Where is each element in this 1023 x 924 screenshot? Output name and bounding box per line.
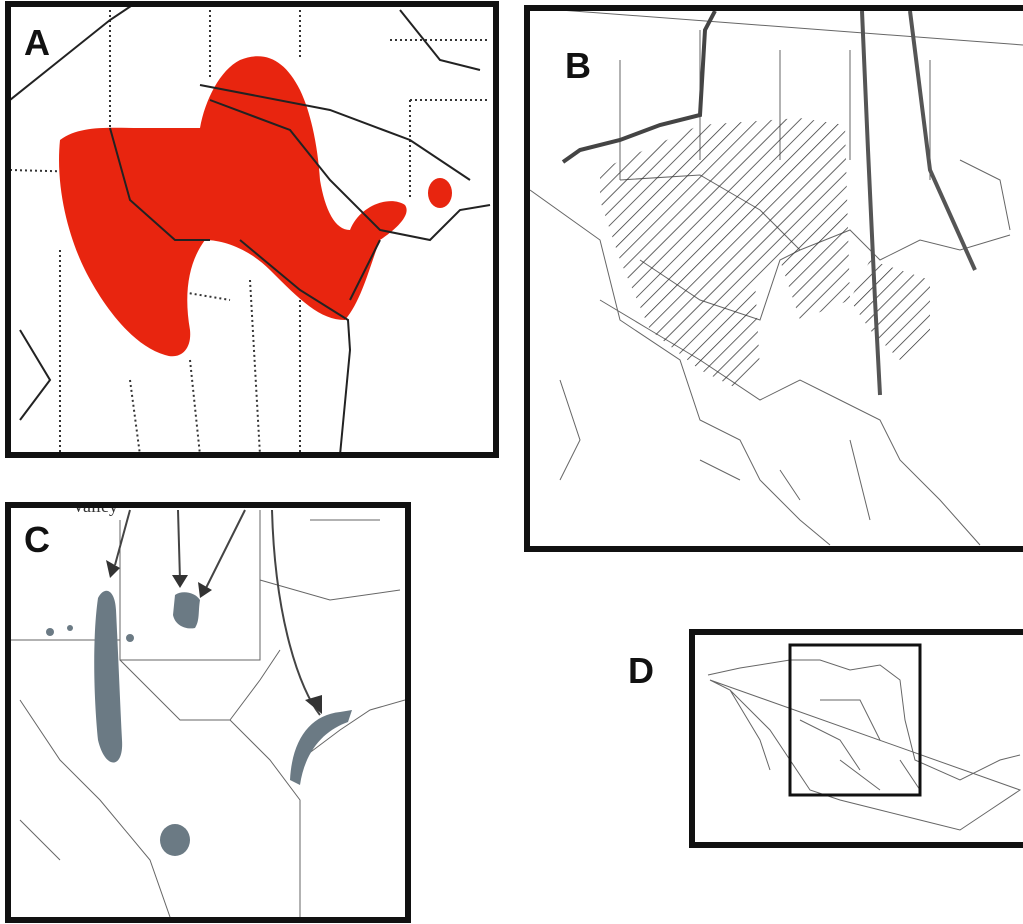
panel-label: D xyxy=(628,650,654,691)
panel-d: D xyxy=(628,632,1023,845)
frame xyxy=(692,632,1023,845)
figure: A B Valley C D xyxy=(0,0,1023,924)
panel-c: Valley C xyxy=(8,496,408,920)
frame xyxy=(527,8,1023,549)
panel-a: A xyxy=(8,0,496,455)
panel-label: B xyxy=(565,45,591,86)
range-area xyxy=(160,824,190,856)
panel-label: C xyxy=(24,519,50,560)
range-area xyxy=(428,178,452,208)
panel-label: A xyxy=(24,22,50,63)
panel-b: B xyxy=(527,8,1023,549)
